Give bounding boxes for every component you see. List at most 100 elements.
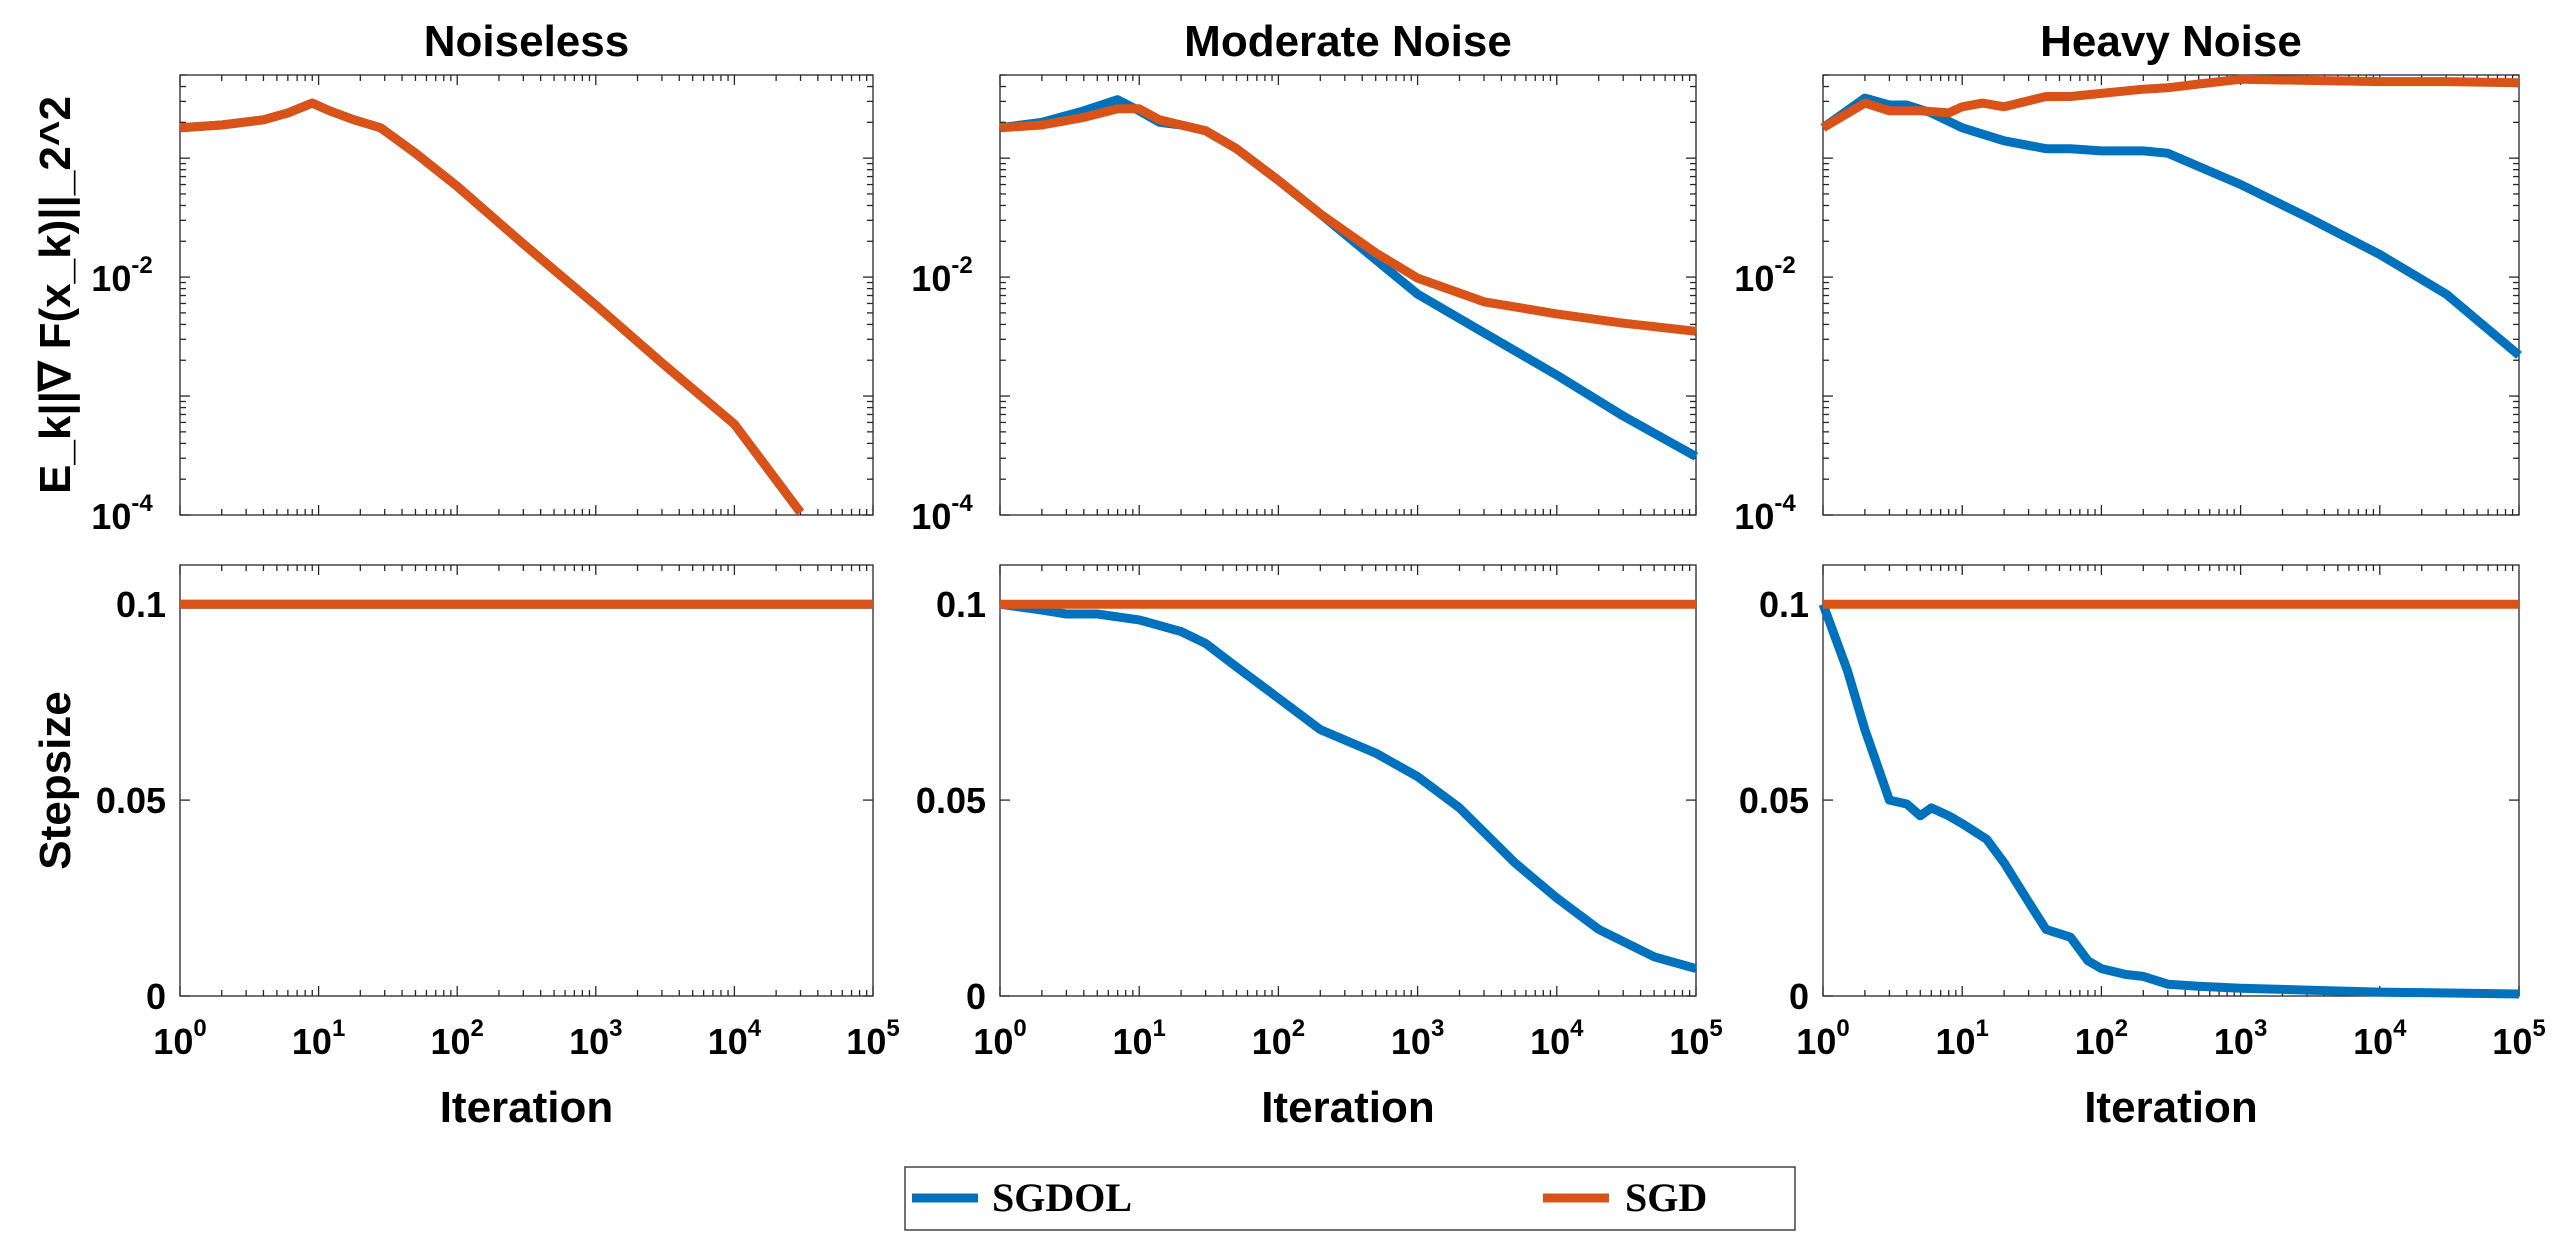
series-line-sgd — [179, 98, 805, 516]
legend-box — [904, 1166, 1796, 1231]
legend: SGDOL SGD — [904, 1166, 1796, 1231]
x-tick-label-exponent: 1 — [1153, 1015, 1166, 1042]
legend-label-sgdol: SGDOL — [992, 1175, 1132, 1220]
y-tick-label-base: 10 — [1734, 496, 1774, 537]
y-tick-label: 0.1 — [936, 584, 986, 625]
y-tick-label: 10-2 — [91, 252, 152, 299]
axis-box — [1822, 74, 2520, 516]
x-tick-label-exponent: 1 — [332, 1015, 345, 1042]
y-tick-label-base: 10 — [91, 496, 131, 537]
x-axis-label: Iteration — [2084, 1083, 2258, 1132]
x-tick-label-base: 10 — [2075, 1021, 2115, 1062]
x-tick-label: 100 — [1796, 1015, 1849, 1062]
x-tick-label-base: 10 — [1530, 1021, 1570, 1062]
x-tick-label-base: 10 — [846, 1021, 886, 1062]
y-tick-label: 0.05 — [96, 780, 166, 821]
y-tick-label-exponent: -2 — [1774, 252, 1795, 279]
x-tick-label-base: 10 — [569, 1021, 609, 1062]
x-tick-label-base: 10 — [2492, 1021, 2532, 1062]
x-tick-label: 101 — [292, 1015, 345, 1062]
x-tick-label-exponent: 5 — [2532, 1015, 2545, 1042]
x-tick-label-base: 10 — [973, 1021, 1013, 1062]
y-tick-label: 0.1 — [1759, 584, 1809, 625]
series-line-sgdol — [1820, 93, 2522, 359]
x-tick-label-exponent: 3 — [1431, 1015, 1444, 1042]
panel-title: Noiseless — [424, 17, 629, 66]
y-axis-label: Stepsize — [31, 691, 80, 870]
x-tick-label: 100 — [153, 1015, 206, 1062]
y-tick-label: 0 — [146, 976, 166, 1017]
x-tick-label-exponent: 2 — [1292, 1015, 1305, 1042]
x-tick-label: 102 — [2075, 1015, 2128, 1062]
x-tick-label: 100 — [973, 1015, 1026, 1062]
x-tick-label: 102 — [1252, 1015, 1305, 1062]
y-tick-label: 10-4 — [91, 490, 153, 537]
y-tick-label: 10-4 — [911, 490, 973, 537]
x-tick-label: 101 — [1112, 1015, 1165, 1062]
x-tick-label-base: 10 — [430, 1021, 470, 1062]
x-tick-label: 101 — [1935, 1015, 1988, 1062]
x-tick-label-base: 10 — [1112, 1021, 1152, 1062]
y-tick-label-exponent: -4 — [951, 490, 973, 517]
x-tick-label-base: 10 — [1252, 1021, 1292, 1062]
x-tick-label-exponent: 4 — [1570, 1015, 1584, 1042]
x-tick-label: 103 — [569, 1015, 622, 1062]
y-axis-label: E_k||∇ F(x_k)||_2^2 — [31, 96, 81, 494]
series-line-sgdol — [999, 599, 1698, 973]
x-tick-label-base: 10 — [708, 1021, 748, 1062]
y-tick-label: 0.05 — [1739, 780, 1809, 821]
x-tick-label: 104 — [1530, 1015, 1584, 1062]
x-tick-label-exponent: 1 — [1976, 1015, 1989, 1042]
x-tick-label: 104 — [2353, 1015, 2407, 1062]
y-tick-label-exponent: -4 — [1774, 490, 1796, 517]
x-tick-label-base: 10 — [153, 1021, 193, 1062]
y-tick-label: 10-2 — [1734, 252, 1795, 299]
legend-label-sgd: SGD — [1625, 1175, 1707, 1220]
x-tick-label-base: 10 — [1935, 1021, 1975, 1062]
series-line-sgd — [999, 104, 1697, 336]
x-tick-label-exponent: 3 — [609, 1015, 622, 1042]
x-tick-label-exponent: 3 — [2254, 1015, 2267, 1042]
x-tick-label-base: 10 — [1669, 1021, 1709, 1062]
x-tick-label: 103 — [1391, 1015, 1444, 1062]
x-axis-label: Iteration — [1261, 1083, 1435, 1132]
x-tick-label: 102 — [430, 1015, 483, 1062]
x-tick-label: 105 — [846, 1015, 899, 1062]
axis-box — [999, 564, 1697, 997]
x-tick-label-base: 10 — [1796, 1021, 1836, 1062]
y-tick-label: 0.05 — [916, 780, 986, 821]
axis-box — [1822, 564, 2520, 997]
x-tick-label: 103 — [2214, 1015, 2267, 1062]
series-line-sgdol — [999, 95, 1699, 461]
x-tick-label-exponent: 2 — [2115, 1015, 2128, 1042]
y-tick-label-exponent: -2 — [951, 252, 972, 279]
series-line-sgdol — [1818, 602, 2520, 999]
x-axis-label: Iteration — [440, 1083, 614, 1132]
x-tick-label-exponent: 4 — [748, 1015, 762, 1042]
y-tick-label-exponent: -4 — [131, 490, 153, 517]
x-tick-label-exponent: 5 — [886, 1015, 899, 1042]
series-line-sgdol — [179, 98, 805, 516]
x-tick-label: 105 — [2492, 1015, 2545, 1062]
series-line-sgd — [1820, 74, 2520, 132]
x-tick-label-base: 10 — [1391, 1021, 1431, 1062]
y-tick-label-base: 10 — [1734, 258, 1774, 299]
x-tick-label-exponent: 0 — [1013, 1015, 1026, 1042]
panel-title: Moderate Noise — [1184, 17, 1512, 66]
y-tick-label-base: 10 — [911, 496, 951, 537]
x-tick-label-exponent: 2 — [471, 1015, 484, 1042]
x-tick-label-base: 10 — [2353, 1021, 2393, 1062]
x-tick-label-base: 10 — [2214, 1021, 2254, 1062]
y-tick-label: 0.1 — [116, 584, 166, 625]
y-tick-label-base: 10 — [91, 258, 131, 299]
y-tick-label: 10-4 — [1734, 490, 1796, 537]
y-tick-label: 10-2 — [911, 252, 972, 299]
